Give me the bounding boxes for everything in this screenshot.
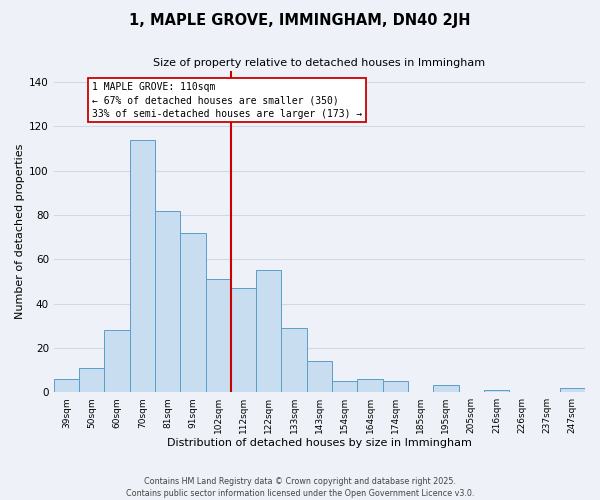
Bar (79, 368, 104, 392)
Bar (130, 140, 155, 392)
Text: Contains HM Land Registry data © Crown copyright and database right 2025.
Contai: Contains HM Land Registry data © Crown c… (126, 476, 474, 498)
Text: 1 MAPLE GROVE: 110sqm
← 67% of detached houses are smaller (350)
33% of semi-det: 1 MAPLE GROVE: 110sqm ← 67% of detached … (92, 82, 362, 118)
Title: Size of property relative to detached houses in Immingham: Size of property relative to detached ho… (154, 58, 485, 68)
Bar (180, 232, 206, 392)
Bar (332, 381, 358, 392)
Bar (560, 388, 585, 392)
Bar (231, 288, 256, 392)
Bar (206, 279, 231, 392)
Bar (484, 390, 509, 392)
Text: 1, MAPLE GROVE, IMMINGHAM, DN40 2JH: 1, MAPLE GROVE, IMMINGHAM, DN40 2JH (129, 12, 471, 28)
Bar (307, 361, 332, 392)
Bar (433, 386, 458, 392)
Bar (281, 328, 307, 392)
X-axis label: Distribution of detached houses by size in Immingham: Distribution of detached houses by size … (167, 438, 472, 448)
Bar (155, 210, 180, 392)
Y-axis label: Number of detached properties: Number of detached properties (15, 144, 25, 320)
Bar (104, 330, 130, 392)
Bar (256, 270, 281, 392)
Bar (358, 379, 383, 392)
Bar (54, 379, 79, 392)
Bar (383, 381, 408, 392)
